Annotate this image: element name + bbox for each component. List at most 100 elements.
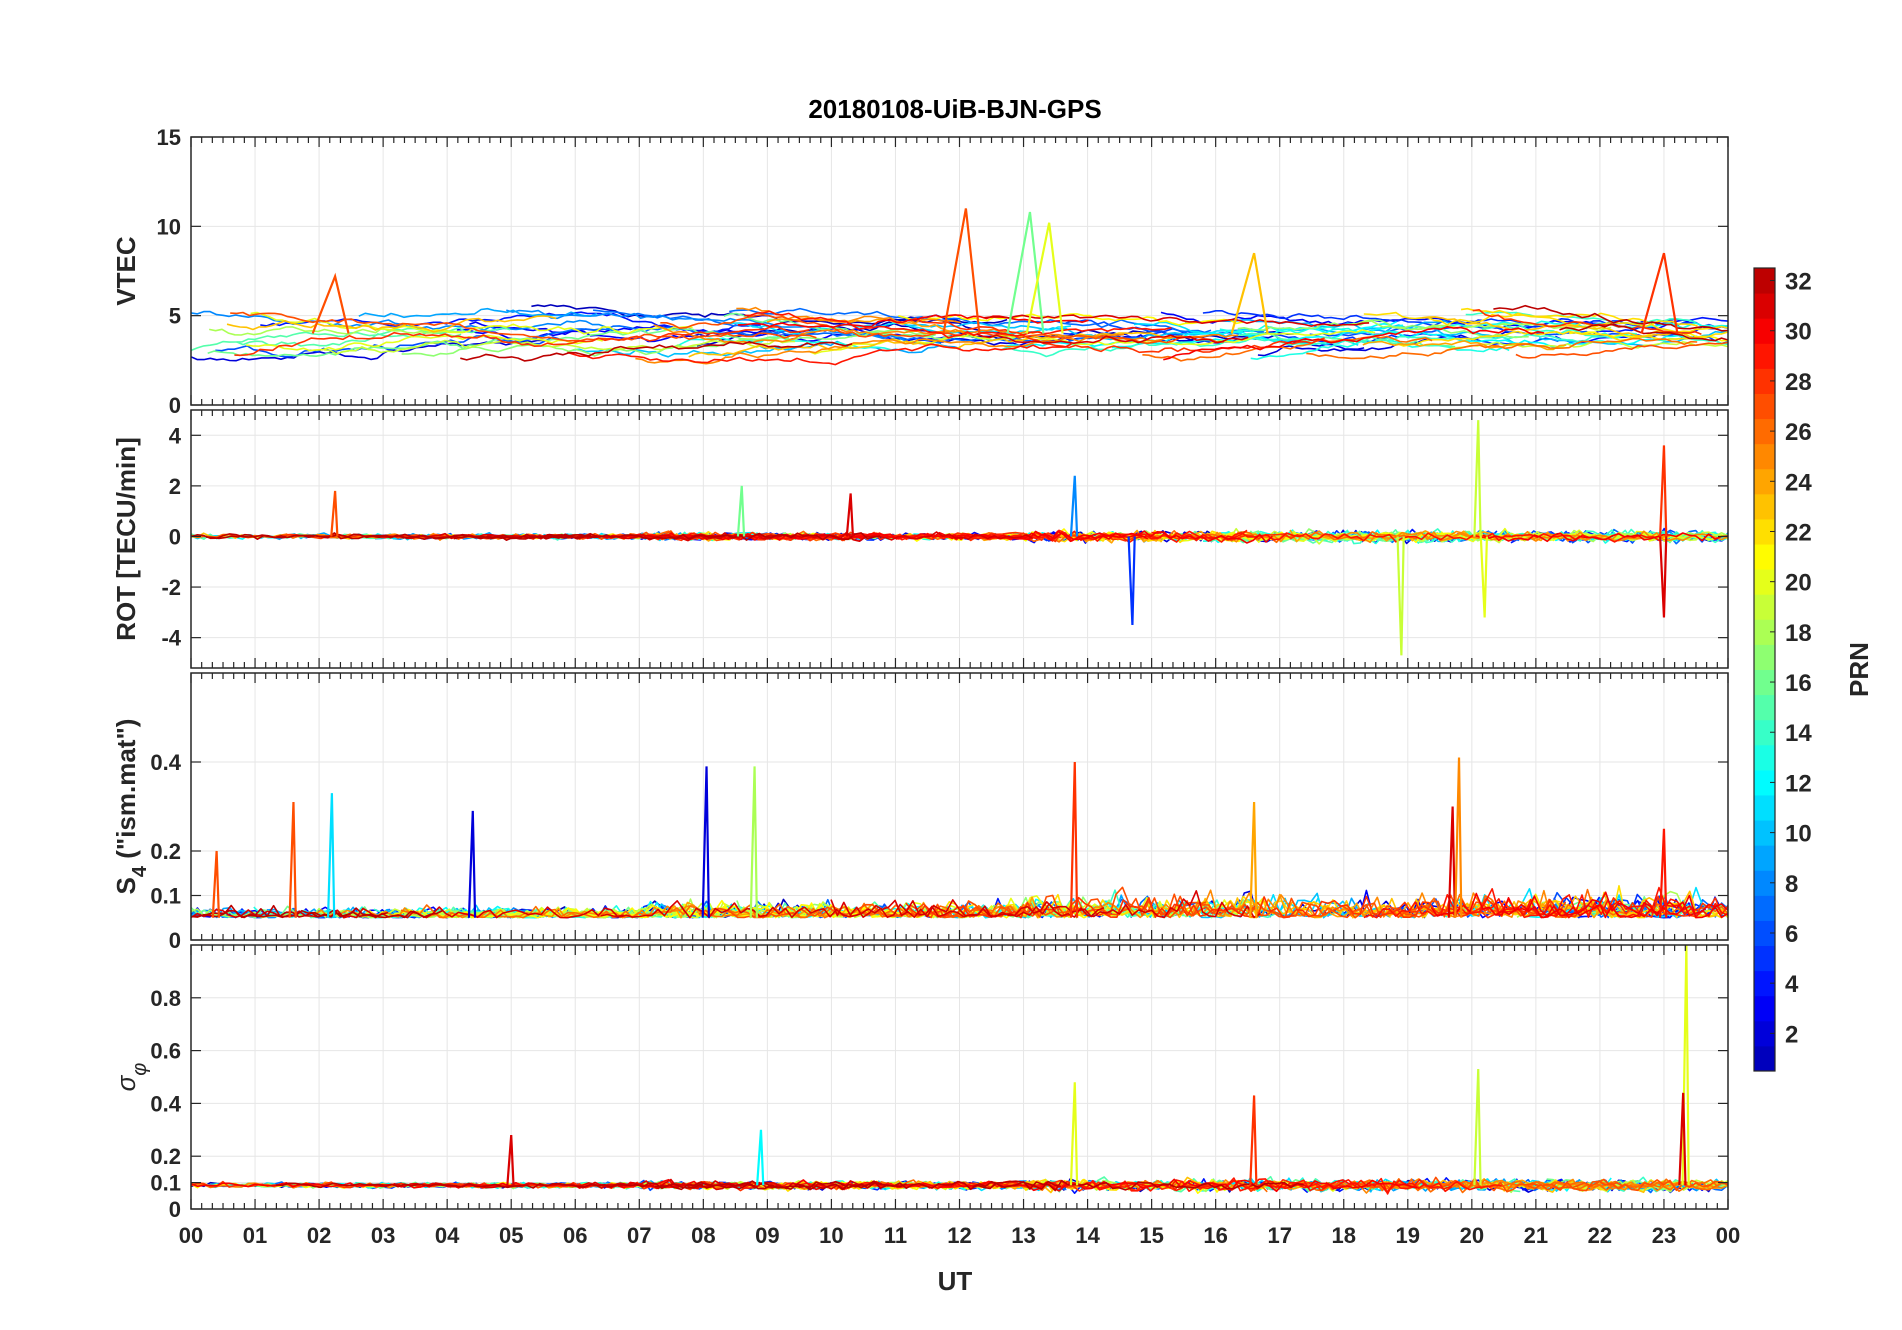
x-tick-label: 10 (819, 1223, 843, 1248)
x-tick-label: 12 (947, 1223, 971, 1248)
x-axis-label: UT (938, 1266, 973, 1296)
data-lines (190, 1175, 1729, 1195)
colorbar-segment (1754, 669, 1775, 696)
x-tick-label: 19 (1396, 1223, 1420, 1248)
series-line (976, 333, 1249, 345)
data-peak (1473, 420, 1482, 537)
y-axis-label: S4 ("ism.mat") (111, 719, 151, 895)
x-tick-label: 09 (755, 1223, 779, 1248)
data-peak (1454, 757, 1463, 918)
y-tick-label: 0.4 (150, 1091, 181, 1116)
data-peak (1069, 475, 1079, 537)
series-line (1495, 891, 1729, 919)
data-peak (701, 766, 710, 918)
colorbar-segment (1754, 820, 1775, 846)
y-tick-label: 5 (169, 304, 181, 329)
data-peak (942, 208, 981, 334)
data-peak (1006, 211, 1045, 334)
colorbar-tick-label: 18 (1785, 620, 1812, 647)
colorbar-segment (1754, 318, 1775, 344)
colorbar-segment (1754, 769, 1775, 796)
x-tick-label: 18 (1332, 1223, 1356, 1248)
data-peak (1678, 1092, 1687, 1186)
data-peak (1479, 536, 1489, 618)
y-tick-label: -2 (161, 575, 181, 600)
s4-panel: 0 0.1 0.2 0.4S4 ("ism.mat") (111, 672, 1729, 953)
x-tick-label: 07 (627, 1223, 651, 1248)
y-tick-label: 0 (169, 524, 181, 549)
colorbar-tick-label: 28 (1785, 369, 1812, 396)
data-peak (1069, 761, 1079, 918)
series-line (323, 338, 796, 355)
data-peak (211, 850, 221, 918)
y-tick-label: 4 (169, 423, 182, 448)
y-tick-label: 0 (169, 1197, 181, 1222)
colorbar-tick-label: 6 (1785, 921, 1798, 948)
x-tick-label: 11 (884, 1223, 907, 1248)
series-line (600, 899, 1105, 919)
series-line (206, 532, 592, 541)
y-tick-label: 0.6 (150, 1039, 181, 1064)
colorbar-segment (1754, 393, 1775, 420)
x-tick-label: 17 (1267, 1223, 1291, 1248)
rot-panel: -4 -2 0 2 4 ROT [TECU/min] (111, 409, 1729, 669)
y-tick-label: 0 (169, 928, 181, 953)
x-tick-label: 00 (1716, 1223, 1740, 1248)
colorbar-tick-label: 14 (1785, 720, 1812, 747)
colorbar-segment (1754, 920, 1775, 947)
colorbar-tick-label: 8 (1785, 871, 1798, 898)
series-line (1397, 330, 1729, 347)
data-peak (330, 490, 339, 537)
series-line (830, 889, 1261, 919)
series-line (645, 530, 1273, 544)
colorbar-segment (1754, 644, 1775, 670)
colorbar-segment (1754, 744, 1775, 771)
vtec-panel: 0 5 10 15 VTEC (111, 125, 1729, 418)
sigma-phi-panel: 00.10.2 0.4 0.6 0.8 σφ 00 01 02 03 04 05 06 07 08 09 10… (111, 944, 1740, 1248)
series-line (1559, 323, 1729, 342)
colorbar-segment (1754, 845, 1775, 871)
y-tick-label: 15 (157, 125, 181, 150)
colorbar-segment (1754, 694, 1775, 721)
colorbar-segment (1754, 1020, 1775, 1047)
colorbar-segment (1754, 468, 1775, 495)
y-tick-label: 0 (169, 393, 181, 418)
data-peak (756, 1129, 765, 1186)
series-line (972, 1179, 1304, 1192)
colorbar-segment (1754, 368, 1775, 394)
series-line (190, 906, 625, 919)
colorbar-segment (1754, 794, 1775, 821)
series-line (401, 328, 1026, 357)
series-line (192, 904, 444, 919)
colorbar-segment (1754, 895, 1775, 921)
colorbar-tick-label: 32 (1785, 269, 1812, 296)
series-line (469, 321, 910, 343)
x-tick-label: 05 (499, 1223, 523, 1248)
series-line (226, 315, 557, 333)
data-peak (1447, 806, 1457, 918)
series-line (1430, 892, 1729, 919)
colorbar-segment (1754, 418, 1775, 445)
data-peak (845, 493, 855, 537)
series-line (250, 311, 693, 335)
data-peak (749, 766, 758, 918)
colorbar-tick-label: 12 (1785, 770, 1812, 797)
series-line (358, 307, 598, 319)
x-tick-label: 16 (1203, 1223, 1227, 1248)
series-line (1363, 886, 1698, 919)
series-line (1306, 337, 1698, 360)
colorbar-tick-label: 20 (1785, 570, 1812, 597)
data-peak (1249, 1095, 1258, 1186)
x-tick-label: 02 (307, 1223, 331, 1248)
series-line (460, 340, 853, 362)
data-peak (1127, 536, 1136, 626)
series-line (1001, 332, 1638, 358)
colorbar-tick-label: 10 (1785, 821, 1812, 848)
x-tick-label: 20 (1460, 1223, 1484, 1248)
data-peak (288, 802, 297, 918)
x-tick-label: 22 (1588, 1223, 1612, 1248)
y-tick-label: 0.2 (150, 839, 181, 864)
colorbar-tick-label: 2 (1785, 1021, 1798, 1048)
